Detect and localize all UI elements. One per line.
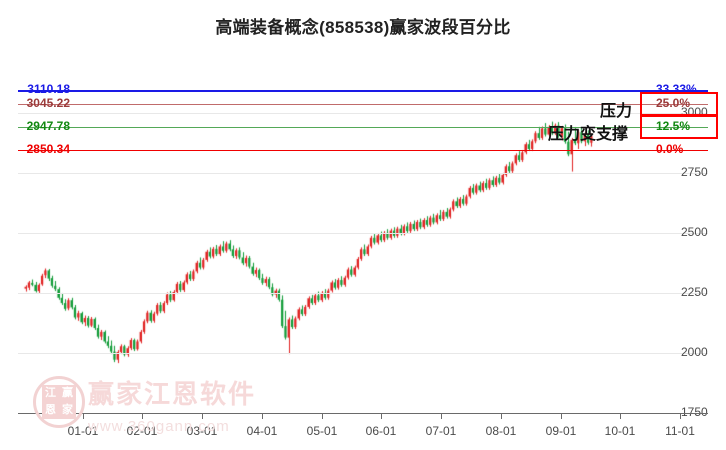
annotation-resistance: 压力 (600, 103, 633, 120)
gridline (18, 293, 708, 294)
x-tick-mark (262, 414, 263, 419)
x-tick-mark (83, 414, 84, 419)
x-axis-tick-06-01: 06-01 (365, 424, 397, 438)
level-2947-highlight-box (640, 115, 718, 139)
x-axis-tick-02-01: 02-01 (126, 424, 158, 438)
logo-char-2: 恩 (45, 404, 56, 416)
logo-char-1: 赢 (62, 387, 73, 399)
x-tick-mark (441, 414, 442, 419)
x-axis-tick-01-01: 01-01 (67, 424, 99, 438)
gridline (18, 233, 708, 234)
x-tick-mark (142, 414, 143, 419)
logo-ring (33, 376, 85, 428)
x-tick-mark (561, 414, 562, 419)
x-tick-mark (680, 414, 681, 419)
level-2947-line (18, 127, 708, 128)
page-title: 高端装备概念(858538)赢家波段百分比 (215, 18, 511, 37)
gridline (18, 353, 708, 354)
x-axis-tick-04-01: 04-01 (246, 424, 278, 438)
x-axis-tick-09-01: 09-01 (545, 424, 577, 438)
brand-logo-icon: 江 赢 恩 家 (33, 376, 85, 428)
gridline (18, 113, 708, 114)
x-tick-mark (501, 414, 502, 419)
x-axis-tick-07-01: 07-01 (425, 424, 457, 438)
logo-seal: 江 赢 恩 家 (42, 385, 76, 419)
level-3045-line (18, 104, 708, 105)
y-axis-tick-2750: 2750 (681, 165, 708, 179)
level-2850-percent: 0.0% (656, 142, 684, 156)
x-axis-tick-10-01: 10-01 (604, 424, 636, 438)
x-axis-tick-11-01: 11-01 (665, 424, 695, 438)
x-axis-line (18, 413, 708, 414)
brand-watermark: 赢家江恩软件 (88, 379, 257, 409)
logo-char-3: 家 (62, 404, 73, 416)
level-2947-price: 2947.78 (26, 119, 70, 133)
chart-plot-area[interactable] (18, 60, 708, 413)
y-axis-tick-2250: 2250 (681, 285, 708, 299)
x-axis-tick-05-01: 05-01 (306, 424, 338, 438)
y-axis-tick-2000: 2000 (681, 345, 708, 359)
level-2850-price: 2850.34 (26, 142, 70, 156)
y-axis-tick-1750: 1750 (681, 405, 708, 419)
url-watermark: www.360gann.com (88, 418, 230, 435)
x-tick-mark (202, 414, 203, 419)
level-3045-percent: 25.0% (656, 96, 691, 110)
annotation-resistance-to-support: 压力变支撑 (548, 126, 629, 143)
candlestick-series (18, 60, 708, 413)
level-2850-line (18, 150, 708, 151)
x-tick-mark (381, 414, 382, 419)
x-tick-mark (322, 414, 323, 419)
level-3045-price: 3045.22 (26, 96, 70, 110)
gridline (18, 173, 708, 174)
level-3110-price: 3110.18 (27, 82, 70, 96)
level-2947-percent: 12.5% (656, 119, 691, 133)
x-tick-mark (620, 414, 621, 419)
level-3110-line (18, 90, 708, 92)
x-axis-tick-03-01: 03-01 (186, 424, 218, 438)
x-axis-tick-08-01: 08-01 (485, 424, 517, 438)
logo-char-0: 江 (45, 387, 56, 399)
level-3045-highlight-box (640, 92, 718, 116)
y-axis-tick-2500: 2500 (681, 225, 708, 239)
